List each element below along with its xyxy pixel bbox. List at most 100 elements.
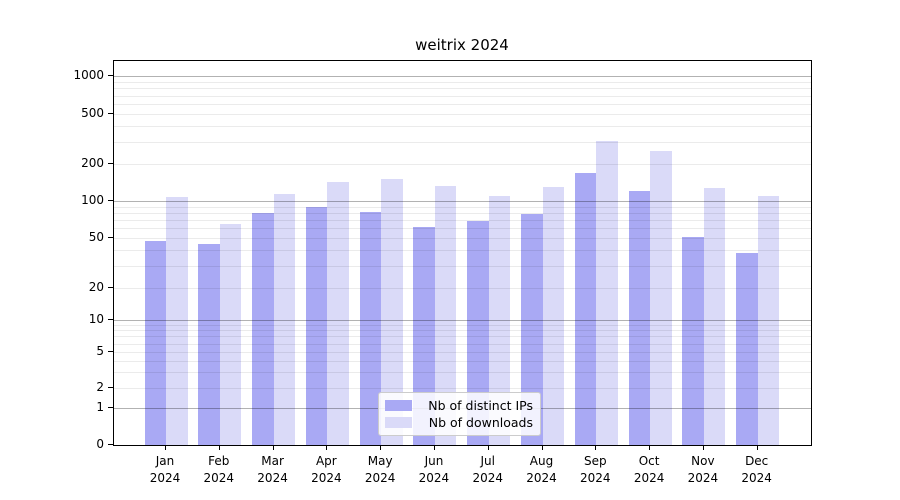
x-tick-mark-sep <box>595 445 597 450</box>
legend: Nb of distinct IPs Nb of downloads <box>378 392 541 436</box>
y-tick-mark-200 <box>108 163 113 164</box>
bar-oct-downloads <box>650 150 672 445</box>
gridline-10 <box>114 320 811 321</box>
bar-apr-downloads <box>327 182 349 445</box>
x-tick-label-jan: Jan 2024 <box>149 454 181 485</box>
y-tick-mark-500 <box>108 113 113 114</box>
gridline-70 <box>114 220 811 222</box>
x-tick-mark-aug <box>541 445 543 450</box>
legend-item-distinct-ips: Nb of distinct IPs <box>385 398 533 413</box>
bar-feb-distinct-ips <box>198 243 220 445</box>
gridline-60 <box>114 228 811 230</box>
gridline-900 <box>114 81 811 83</box>
x-tick-mark-nov <box>702 445 704 450</box>
bar-jul-distinct-ips <box>467 220 489 445</box>
bar-aug-downloads <box>542 186 565 445</box>
x-tick-mark-may <box>380 445 382 450</box>
y-tick-label-200: 200 <box>81 156 104 170</box>
legend-label-distinct-ips: Nb of distinct IPs <box>428 398 533 413</box>
bar-nov-downloads <box>703 188 726 445</box>
bar-sep-downloads <box>596 140 618 445</box>
x-tick-mark-apr <box>326 445 328 450</box>
gridline-30 <box>114 265 811 267</box>
bar-feb-downloads <box>219 223 242 445</box>
bar-mar-downloads <box>273 194 296 445</box>
x-tick-label-aug: Aug 2024 <box>526 454 557 485</box>
gridline-6 <box>114 343 811 345</box>
legend-label-downloads: Nb of downloads <box>428 415 533 430</box>
y-tick-mark-100 <box>108 200 113 201</box>
x-tick-mark-jun <box>433 445 435 450</box>
y-tick-label-500: 500 <box>81 106 104 120</box>
gridline-400 <box>114 126 811 128</box>
bar-apr-distinct-ips <box>305 207 328 445</box>
x-tick-label-nov: Nov 2024 <box>687 454 719 485</box>
x-tick-label-jun: Jun 2024 <box>418 454 450 485</box>
legend-swatch-distinct-ips-icon <box>385 400 412 411</box>
y-tick-mark-5 <box>108 351 113 352</box>
y-tick-label-0: 0 <box>96 437 104 451</box>
bar-dec-downloads <box>757 195 780 445</box>
plot-area <box>113 60 812 446</box>
gridline-200 <box>114 164 811 165</box>
x-tick-mark-mar <box>272 445 274 450</box>
bar-aug-distinct-ips <box>521 214 543 445</box>
x-tick-label-feb: Feb 2024 <box>203 454 235 485</box>
y-tick-label-2: 2 <box>96 380 104 394</box>
bar-nov-distinct-ips <box>682 236 704 445</box>
bar-jan-downloads <box>166 197 188 445</box>
y-tick-mark-0 <box>108 444 113 445</box>
bar-may-downloads <box>381 179 403 445</box>
gridline-40 <box>114 250 811 252</box>
bar-dec-distinct-ips <box>736 252 758 445</box>
gridline-8 <box>114 330 811 332</box>
x-tick-mark-feb <box>218 445 220 450</box>
x-tick-label-jul: Jul 2024 <box>472 454 503 485</box>
y-tick-mark-10 <box>108 319 113 320</box>
y-tick-mark-20 <box>108 287 113 288</box>
gridline-20 <box>114 288 811 289</box>
gridline-80 <box>114 212 811 214</box>
x-tick-label-dec: Dec 2024 <box>741 454 772 485</box>
bars-layer <box>114 61 811 445</box>
bar-jun-distinct-ips <box>413 226 435 445</box>
gridline-300 <box>114 141 811 143</box>
x-tick-label-mar: Mar 2024 <box>257 454 288 485</box>
bar-oct-distinct-ips <box>628 190 651 445</box>
x-tick-mark-jan <box>165 445 166 450</box>
y-tick-label-5: 5 <box>96 344 104 358</box>
gridline-500 <box>114 114 811 115</box>
y-tick-label-100: 100 <box>81 193 104 207</box>
y-tick-mark-2 <box>108 387 113 388</box>
y-tick-label-20: 20 <box>88 280 104 294</box>
bar-jan-distinct-ips <box>144 241 166 445</box>
bar-mar-distinct-ips <box>252 212 274 445</box>
y-tick-label-1000: 1000 <box>73 68 104 82</box>
x-tick-mark-jul <box>487 445 489 450</box>
legend-swatch-downloads-icon <box>385 417 412 428</box>
y-tick-label-1: 1 <box>96 400 104 414</box>
gridline-800 <box>114 88 811 90</box>
y-tick-mark-50 <box>108 237 113 238</box>
y-tick-label-50: 50 <box>88 230 104 244</box>
gridline-7 <box>114 336 811 338</box>
gridline-3 <box>114 372 811 374</box>
y-tick-label-10: 10 <box>88 312 104 326</box>
gridline-600 <box>114 104 811 105</box>
gridline-1000 <box>114 76 811 77</box>
bar-jul-downloads <box>488 196 511 445</box>
chart-title: weitrix 2024 <box>415 36 509 54</box>
gridline-5 <box>114 352 811 353</box>
gridline-700 <box>114 95 811 97</box>
gridline-9 <box>114 324 811 326</box>
x-tick-mark-oct <box>649 445 651 450</box>
bar-sep-distinct-ips <box>574 172 597 445</box>
x-tick-label-may: May 2024 <box>364 454 396 485</box>
gridline-90 <box>114 206 811 208</box>
x-tick-label-sep: Sep 2024 <box>580 454 611 485</box>
y-tick-mark-1000 <box>108 75 113 76</box>
gridline-100 <box>114 201 811 202</box>
bar-jun-downloads <box>434 185 457 445</box>
x-tick-mark-dec <box>756 445 758 450</box>
